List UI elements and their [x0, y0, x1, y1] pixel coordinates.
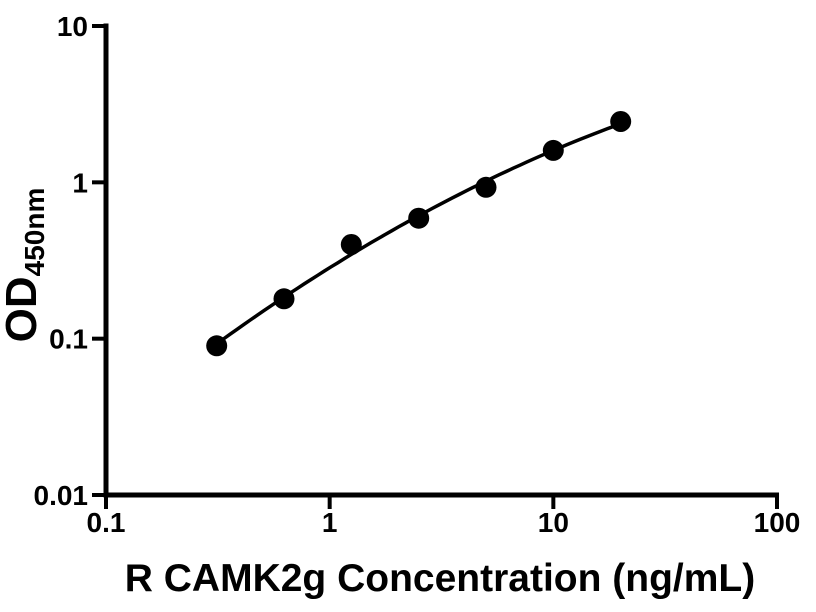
x-tick-label: 1 — [322, 507, 338, 538]
y-axis-title: OD450nm — [0, 188, 50, 343]
x-tick-label: 10 — [538, 507, 569, 538]
data-point — [273, 288, 295, 310]
data-point — [610, 111, 632, 132]
y-tick-label: 0.01 — [34, 480, 89, 511]
data-layer — [206, 111, 632, 357]
data-point — [340, 234, 362, 255]
data-point — [475, 176, 497, 198]
y-axis-title-sub: 450nm — [19, 188, 50, 277]
data-point — [206, 335, 228, 357]
y-tick-label: 1 — [72, 167, 88, 198]
x-tick-label: 100 — [754, 507, 801, 538]
x-axis-title: R CAMK2g Concentration (ng/mL) — [125, 557, 755, 600]
axis-spine — [103, 23, 780, 498]
data-point — [408, 207, 430, 229]
y-tick-label: 10 — [57, 11, 88, 42]
data-point — [542, 139, 564, 161]
y-axis-title-main: OD — [0, 276, 46, 342]
x-tick-label: 0.1 — [87, 507, 126, 538]
y-tick-label: 0.1 — [49, 324, 88, 355]
